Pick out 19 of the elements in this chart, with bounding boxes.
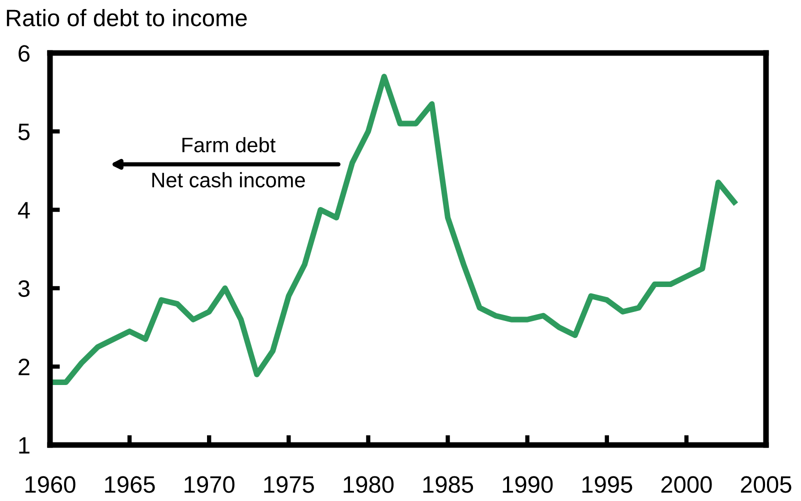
y-tick-label: 1 xyxy=(19,437,30,454)
y-tick-label: 6 xyxy=(18,45,30,62)
y-tick-label: 5 xyxy=(18,124,30,140)
x-tick-label: 1965 xyxy=(105,476,155,493)
annotation: Net cash income xyxy=(152,172,305,188)
x-tick-label: 2000 xyxy=(661,476,712,493)
x-tick-label: 1960 xyxy=(26,476,76,493)
y-axis-title: Ratio of debt to income xyxy=(6,8,247,26)
annotation: Farm debt xyxy=(182,137,276,152)
x-tick-label: 1970 xyxy=(184,476,234,493)
x-tick-label: 1990 xyxy=(502,476,553,493)
x-tick-label: 1980 xyxy=(344,476,394,493)
y-tick-label: 2 xyxy=(18,358,30,376)
x-tick-label: 1975 xyxy=(264,476,314,493)
x-tick-label: 1985 xyxy=(423,476,474,493)
y-tick-label: 3 xyxy=(18,280,30,297)
y-tick-label: 4 xyxy=(18,202,30,218)
x-tick-label: 2005 xyxy=(740,476,792,493)
x-tick-label: 1995 xyxy=(582,476,632,493)
